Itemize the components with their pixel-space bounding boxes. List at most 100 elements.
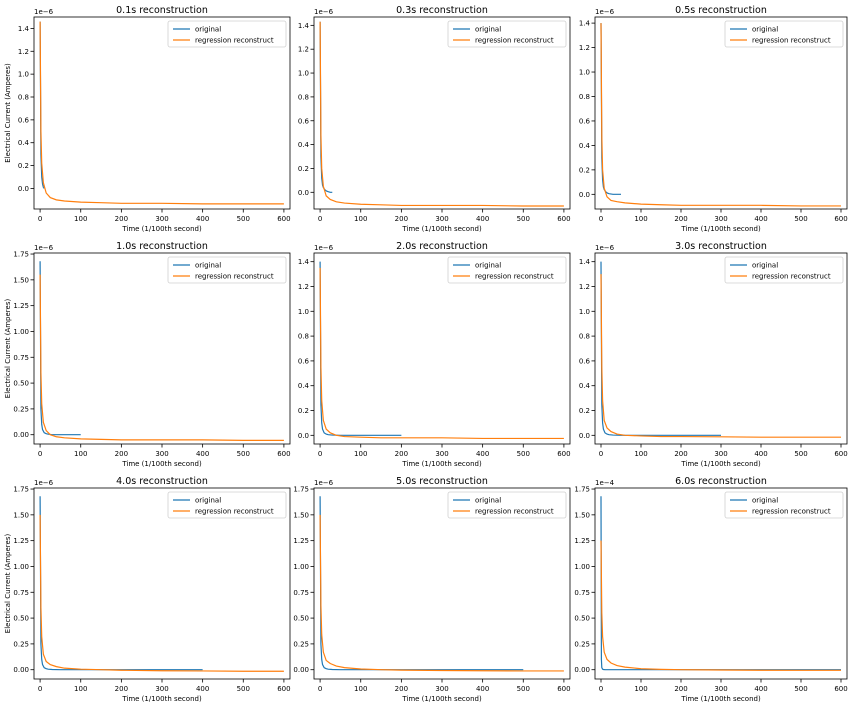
y-tick-label: 0.25 xyxy=(13,640,29,648)
y-tick-label: 1.75 xyxy=(13,251,29,259)
y-offset-text: 1e−6 xyxy=(34,479,54,487)
y-tick-label: 1.4 xyxy=(579,20,591,28)
legend-box xyxy=(167,256,287,284)
y-tick-label: 0.2 xyxy=(18,162,29,170)
y-tick-label: 0.75 xyxy=(13,354,29,362)
axes-frame xyxy=(313,487,571,680)
legend-box xyxy=(724,491,844,519)
y-tick-label: 1.00 xyxy=(293,563,309,571)
y-tick-label: 1.2 xyxy=(18,48,29,56)
x-tick-label: 400 xyxy=(196,450,209,458)
y-tick-label: 0.50 xyxy=(13,615,29,623)
x-tick-label: 100 xyxy=(354,685,367,693)
y-tick-label: 0.0 xyxy=(298,189,309,197)
legend-box xyxy=(447,491,567,519)
y-tick-label: 0.00 xyxy=(13,431,29,439)
x-tick-label: 100 xyxy=(354,450,367,458)
x-tick-label: 100 xyxy=(634,450,647,458)
legend-box xyxy=(447,256,567,284)
chart-title: 0.1s reconstruction xyxy=(116,5,208,16)
y-offset-text: 1e−6 xyxy=(595,8,615,16)
x-axis-label: Time (1/100th second) xyxy=(680,225,761,233)
legend-label: regression reconstruct xyxy=(475,37,554,45)
chart-title: 5.0s reconstruction xyxy=(396,476,488,487)
axes-frame xyxy=(33,16,291,210)
legend-box xyxy=(724,256,844,284)
x-axis-label: Time (1/100th second) xyxy=(680,695,761,703)
y-tick-label: 0.50 xyxy=(574,615,590,623)
y-tick-label: 0.2 xyxy=(298,407,309,415)
axes-frame xyxy=(33,487,291,680)
y-tick-label: 0.8 xyxy=(579,93,590,101)
x-tick-label: 0 xyxy=(599,450,603,458)
y-tick-label: 1.25 xyxy=(13,302,29,310)
x-tick-label: 100 xyxy=(634,685,647,693)
legend-label: original xyxy=(475,497,501,505)
x-tick-label: 0 xyxy=(599,685,603,693)
legend: original regression reconstruct xyxy=(447,20,567,48)
y-tick-label: 0.6 xyxy=(298,117,310,125)
legend-label: original xyxy=(475,26,501,34)
x-axis-label: Time (1/100th second) xyxy=(401,695,482,703)
y-tick-label: 1.50 xyxy=(13,511,29,519)
y-tick-label: 0.75 xyxy=(574,589,590,597)
x-tick-label: 600 xyxy=(277,215,290,223)
y-offset-text: 1e−6 xyxy=(595,244,615,252)
x-tick-label: 100 xyxy=(74,215,87,223)
y-tick-label: 1.75 xyxy=(293,486,309,494)
y-tick-label: 1.0 xyxy=(298,70,309,78)
x-tick-label: 500 xyxy=(517,450,530,458)
series-line-regression-reconstruct xyxy=(600,540,841,671)
axes-frame xyxy=(594,252,848,445)
series-line-original xyxy=(319,496,524,671)
legend: original regression reconstruct xyxy=(447,491,567,519)
x-tick-label: 600 xyxy=(277,685,290,693)
subplot-6: 3.0s reconstruction 0 100 200 300 400 500 600 0.… xyxy=(579,241,848,468)
x-tick-label: 300 xyxy=(435,450,448,458)
x-tick-label: 400 xyxy=(754,685,767,693)
x-tick-label: 200 xyxy=(395,215,408,223)
x-tick-label: 0 xyxy=(318,450,322,458)
legend-label: regression reconstruct xyxy=(752,273,831,281)
subplot-7: 4.0s reconstruction 0 100 200 300 400 500 600 0.… xyxy=(4,476,291,703)
series-line-regression-reconstruct xyxy=(39,274,284,441)
y-tick-label: 1.2 xyxy=(298,283,309,291)
y-tick-label: 0.0 xyxy=(579,432,590,440)
y-tick-label: 0.0 xyxy=(298,432,309,440)
x-tick-label: 200 xyxy=(115,450,128,458)
y-tick-label: 0.75 xyxy=(13,589,29,597)
axes-frame xyxy=(313,252,571,445)
x-tick-label: 0 xyxy=(38,450,42,458)
x-tick-label: 500 xyxy=(517,685,530,693)
x-tick-label: 0 xyxy=(599,215,603,223)
subplot-3: 0.5s reconstruction 0 100 200 300 400 500 600 0.… xyxy=(579,5,848,233)
series-line-regression-reconstruct xyxy=(319,21,564,207)
subplot-4: 1.0s reconstruction 0 100 200 300 400 500 600 0.… xyxy=(4,241,291,468)
chart-title: 4.0s reconstruction xyxy=(116,476,208,487)
legend-label: regression reconstruct xyxy=(475,508,554,516)
x-tick-label: 0 xyxy=(318,215,322,223)
chart-title: 0.3s reconstruction xyxy=(396,5,488,16)
x-tick-label: 200 xyxy=(115,215,128,223)
legend-label: original xyxy=(752,26,778,34)
y-tick-label: 0.4 xyxy=(18,139,30,147)
x-axis-label: Time (1/100th second) xyxy=(121,460,202,468)
y-offset-text: 1e−6 xyxy=(314,8,334,16)
y-tick-label: 0.2 xyxy=(579,166,590,174)
x-tick-label: 400 xyxy=(476,215,489,223)
legend: original regression reconstruct xyxy=(167,491,287,519)
y-tick-label: 1.0 xyxy=(579,69,590,77)
y-axis-label: Electrical Current (Amperes) xyxy=(4,63,12,163)
legend-box xyxy=(167,491,287,519)
x-tick-label: 400 xyxy=(476,685,489,693)
y-offset-text: 1e−4 xyxy=(595,479,615,487)
legend: original regression reconstruct xyxy=(167,20,287,48)
x-tick-label: 300 xyxy=(435,685,448,693)
x-axis-label: Time (1/100th second) xyxy=(121,225,202,233)
y-tick-label: 0.8 xyxy=(579,333,590,341)
y-tick-label: 0.0 xyxy=(18,185,29,193)
y-tick-label: 1.50 xyxy=(574,511,590,519)
legend-label: regression reconstruct xyxy=(752,37,831,45)
chart-title: 2.0s reconstruction xyxy=(396,241,488,252)
